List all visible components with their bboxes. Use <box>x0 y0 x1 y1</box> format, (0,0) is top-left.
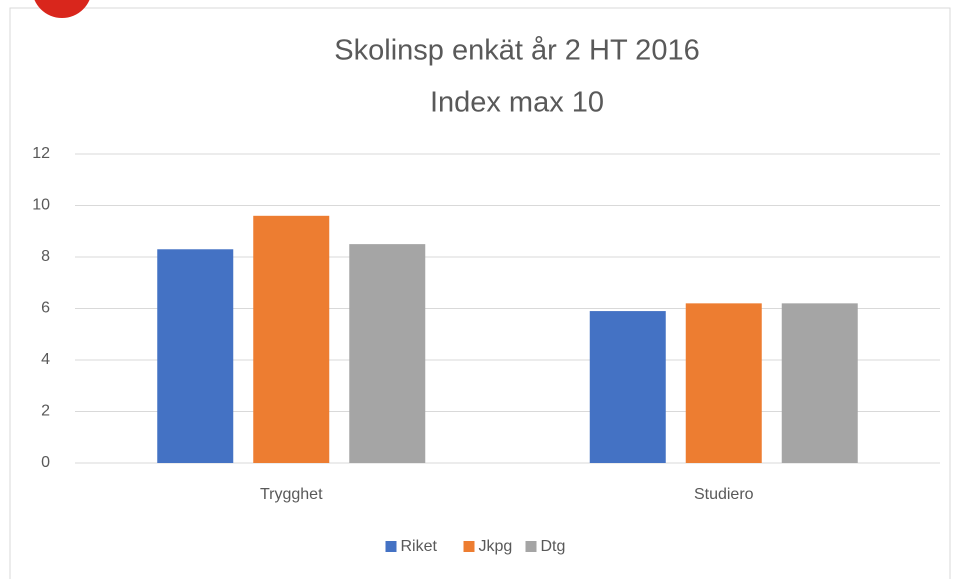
bar <box>157 249 234 463</box>
bar <box>589 311 666 463</box>
x-tick-label: Studiero <box>694 486 754 503</box>
y-tick-label: 4 <box>41 351 50 368</box>
legend-label: Dtg <box>541 538 566 555</box>
y-tick-label: 2 <box>41 403 50 420</box>
y-tick-label: 8 <box>41 248 50 265</box>
y-tick-label: 6 <box>41 300 50 317</box>
chart-subtitle: Index max 10 <box>430 87 604 119</box>
x-tick-label: Trygghet <box>260 486 323 503</box>
y-tick-label: 0 <box>41 454 50 471</box>
legend-swatch <box>463 541 475 552</box>
y-tick-label: 10 <box>32 197 50 214</box>
legend-label: Jkpg <box>479 538 513 555</box>
chart-title: Skolinsp enkät år 2 HT 2016 <box>334 35 699 67</box>
legend-swatch <box>525 541 537 552</box>
legend-label: Riket <box>401 538 438 555</box>
bar <box>253 215 330 463</box>
badge <box>34 0 90 18</box>
y-tick-label: 12 <box>32 145 50 162</box>
bar <box>349 244 426 463</box>
bar <box>685 303 762 463</box>
legend-swatch <box>385 541 397 552</box>
bar <box>781 303 858 463</box>
